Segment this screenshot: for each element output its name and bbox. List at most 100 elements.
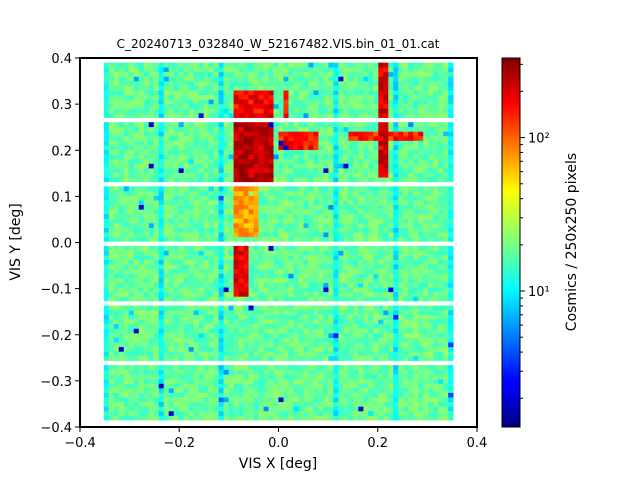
heatmap-cell (428, 67, 434, 73)
heatmap-cell (353, 200, 359, 206)
heatmap-cell (128, 67, 135, 73)
heatmap-cell (193, 388, 199, 393)
heatmap-cell (373, 62, 379, 68)
heatmap-cell (178, 355, 185, 361)
heatmap-cell (368, 273, 374, 279)
heatmap-cell (233, 346, 239, 352)
heatmap-cell (408, 388, 414, 393)
heatmap-cell (428, 365, 434, 371)
heatmap-cell (188, 236, 194, 242)
heatmap-cell (328, 346, 334, 352)
heatmap-cell (393, 190, 399, 196)
heatmap-cell (263, 278, 269, 283)
heatmap-cell (403, 232, 409, 238)
heatmap-cell (118, 190, 125, 196)
heatmap-cell (433, 415, 439, 421)
heatmap-cell (208, 131, 214, 137)
heatmap-cell (213, 177, 219, 183)
heatmap-cell (143, 236, 150, 242)
heatmap-cell (428, 406, 434, 412)
heatmap-cell (273, 190, 279, 196)
heatmap-cell (333, 158, 339, 164)
heatmap-cell (433, 310, 439, 316)
heatmap-cell (353, 392, 359, 398)
heatmap-cell (338, 383, 344, 389)
heatmap-cell (443, 365, 449, 371)
heatmap-cell (198, 158, 204, 164)
heatmap-cell (328, 108, 334, 114)
heatmap-cell (168, 190, 175, 196)
heatmap-cell (383, 383, 389, 389)
heatmap-cell (348, 323, 354, 329)
heatmap-cell (323, 319, 329, 325)
heatmap-cell (198, 154, 204, 160)
heatmap-cell (153, 131, 160, 137)
heatmap-cell (143, 94, 150, 100)
heatmap-cell (203, 218, 209, 224)
heatmap-cell (108, 392, 115, 398)
heatmap-cell (418, 287, 424, 293)
heatmap-cell (323, 163, 329, 169)
heatmap-cell (308, 218, 314, 224)
heatmap-cell (198, 67, 204, 73)
heatmap-cell (123, 177, 130, 183)
heatmap-cell (278, 218, 284, 224)
heatmap-cell (203, 255, 209, 261)
heatmap-cell (188, 369, 194, 375)
heatmap-cell (438, 67, 444, 73)
heatmap-cell (328, 333, 334, 338)
heatmap-cell (403, 135, 409, 141)
heatmap-cell (423, 172, 429, 178)
heatmap-cell (338, 415, 344, 421)
heatmap-cell (208, 406, 214, 412)
heatmap-cell (213, 287, 219, 293)
heatmap-cell (328, 186, 334, 192)
heatmap-cell (388, 397, 394, 403)
heatmap-cell (143, 392, 150, 398)
heatmap-cell (423, 99, 429, 105)
heatmap-cell (273, 135, 279, 141)
heatmap-cell (203, 163, 209, 169)
heatmap-cell (188, 186, 194, 192)
heatmap-cell (438, 378, 444, 384)
heatmap-cell (373, 365, 379, 371)
heatmap-cell (393, 71, 399, 77)
heatmap-cell (413, 213, 419, 219)
heatmap-cell (268, 406, 274, 412)
heatmap-cell (378, 135, 384, 141)
heatmap-cell (253, 374, 259, 380)
heatmap-cell (433, 388, 439, 393)
heatmap-cell (428, 90, 434, 96)
heatmap-cell (273, 328, 279, 334)
heatmap-cell (333, 392, 339, 398)
heatmap-cell (303, 397, 309, 403)
heatmap-cell (423, 365, 429, 371)
heatmap-cell (308, 149, 314, 155)
heatmap-cell (253, 99, 259, 105)
heatmap-cell (118, 122, 125, 128)
heatmap-cell (208, 319, 214, 325)
heatmap-cell (418, 67, 424, 73)
heatmap-cell (188, 213, 194, 219)
heatmap-cell (273, 186, 279, 192)
heatmap-cell (278, 401, 284, 407)
heatmap-cell (223, 218, 229, 224)
heatmap-cell (163, 406, 170, 412)
heatmap-cell (433, 113, 439, 118)
heatmap-cell (123, 410, 130, 416)
heatmap-cell (333, 172, 339, 178)
heatmap-cell (298, 154, 304, 160)
heatmap-cell (193, 328, 199, 334)
heatmap-cell (403, 305, 409, 311)
heatmap-cell (203, 397, 209, 403)
heatmap-cell (343, 406, 349, 412)
heatmap-cell (158, 204, 165, 210)
heatmap-cell (418, 250, 424, 256)
heatmap-cell (278, 415, 284, 421)
heatmap-cell (188, 278, 194, 283)
heatmap-cell (333, 319, 339, 325)
heatmap-cell (408, 236, 414, 242)
heatmap-cell (123, 406, 130, 412)
heatmap-cell (308, 351, 314, 357)
heatmap-cell (268, 158, 274, 164)
